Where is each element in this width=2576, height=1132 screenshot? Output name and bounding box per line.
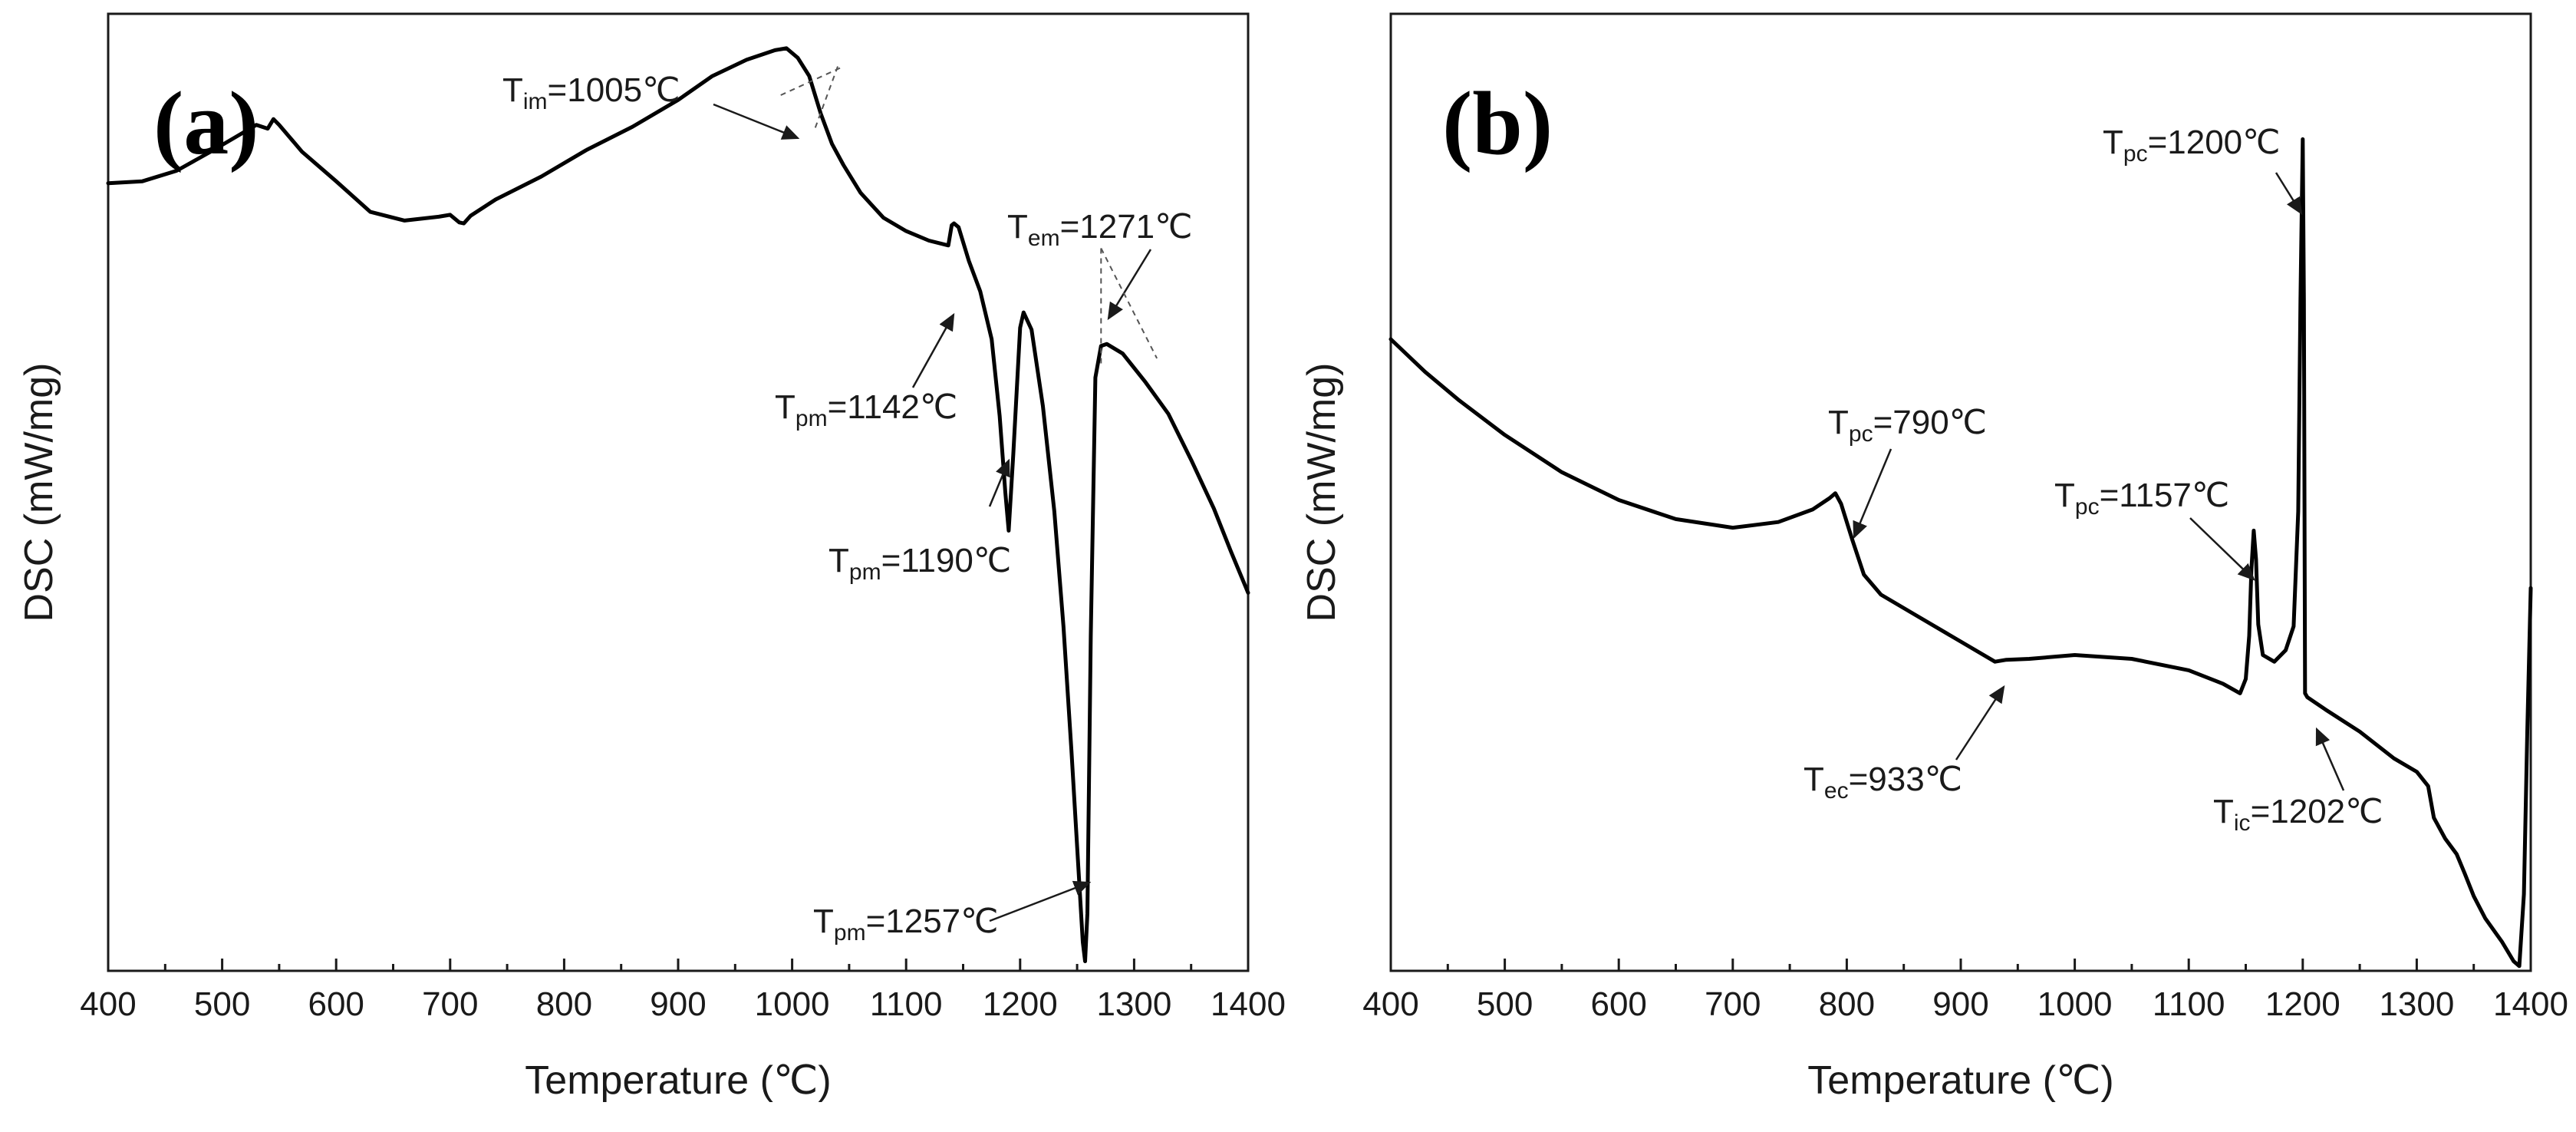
annotation-arrow — [988, 458, 1010, 507]
annotation-subscript: pm — [849, 559, 881, 585]
annotation-value: =1200℃ — [2148, 124, 2281, 161]
annotation-label: Tpm=1190℃ — [828, 542, 1011, 585]
x-tick-label: 600 — [1590, 985, 1646, 1023]
annotation-symbol: T — [1804, 761, 1824, 798]
annotation-symbol: T — [828, 542, 849, 579]
x-tick-label: 1300 — [2379, 985, 2454, 1023]
x-tick-label: 700 — [422, 985, 478, 1023]
annotation-subscript: pm — [796, 406, 828, 431]
annotation-value: =790℃ — [1873, 404, 1988, 441]
annotation-subscript: pc — [1849, 421, 1873, 447]
annotation-arrow — [989, 880, 1092, 922]
x-tick-label: 400 — [80, 985, 136, 1023]
annotation-subscript: im — [523, 89, 548, 114]
annotation-value: =1202℃ — [2251, 793, 2383, 830]
panel-a: 400 500 600 700 800 900 1000 1100 1200 1300 1400 Te… — [17, 12, 1286, 1103]
annotation-symbol: T — [502, 71, 523, 109]
tangent-dashed-line — [814, 66, 838, 129]
annotation-symbol: T — [1007, 208, 1028, 246]
x-tick-label: 1100 — [2153, 985, 2225, 1023]
annotation-value: =1142℃ — [828, 388, 958, 426]
x-tick-label: 500 — [194, 985, 250, 1023]
annotation-value: =1157℃ — [2100, 477, 2230, 514]
x-axis-title: Temperature (℃) — [1807, 1058, 2113, 1103]
annotation-symbol: T — [2213, 793, 2234, 830]
annotation-subscript: pc — [2075, 494, 2100, 520]
tangent-dashed-line — [1100, 248, 1158, 359]
x-tick-label: 700 — [1705, 985, 1761, 1023]
x-tick-label: 1300 — [1096, 985, 1171, 1023]
annotation-subscript: ec — [1824, 778, 1849, 804]
x-tick-label: 400 — [1362, 985, 1418, 1023]
panel-b: 400 500 600 700 800 900 1000 1100 1200 1300 1400 Te… — [1300, 12, 2568, 1103]
annotation-value: =1005℃ — [548, 71, 680, 109]
annotation-subscript: pm — [834, 920, 866, 946]
annotation-label: Tem=1271℃ — [1007, 208, 1193, 251]
annotation-arrow — [2189, 517, 2255, 581]
x-tick-label: 800 — [536, 985, 592, 1023]
annotation-value: =1257℃ — [866, 903, 999, 940]
annotation-arrow — [1853, 448, 1892, 540]
annotation-arrow — [911, 312, 955, 388]
annotation-label: Tpm=1142℃ — [775, 388, 957, 431]
annotation-value: =1190℃ — [881, 542, 1012, 579]
x-tick-label: 1000 — [2037, 985, 2113, 1023]
dsc-curve-line — [106, 46, 1250, 963]
y-axis-title: DSC (mW/mg) — [1300, 363, 1344, 622]
annotation-subscript: ic — [2234, 810, 2251, 836]
panel-label: (a) — [153, 73, 259, 173]
annotation-label: Tpc=790℃ — [1828, 404, 1987, 447]
annotation-label: Tpm=1257℃ — [813, 903, 999, 946]
annotation-label: Tpc=1157℃ — [2054, 477, 2229, 520]
x-tick-label: 1400 — [1211, 985, 1286, 1023]
annotation-subscript: em — [1028, 226, 1060, 251]
panel-label: (b) — [1442, 73, 1553, 173]
annotation-value: =933℃ — [1849, 761, 1963, 798]
dsc-curve-line — [1388, 137, 2533, 969]
annotation-arrow — [1107, 249, 1152, 321]
annotation-arrow — [713, 103, 800, 140]
tangent-dashed-line — [780, 65, 844, 96]
x-tick-label: 1100 — [870, 985, 943, 1023]
x-tick-label: 1200 — [2265, 985, 2340, 1023]
x-tick-label: 1000 — [755, 985, 830, 1023]
annotation-symbol: T — [813, 903, 834, 940]
annotation-label: Tec=933℃ — [1804, 761, 1962, 804]
x-tick-label: 1400 — [2493, 985, 2568, 1023]
annotation-symbol: T — [1828, 404, 1849, 441]
annotation-symbol: T — [775, 388, 796, 426]
annotation-arrow — [1955, 685, 2005, 761]
x-tick-label: 500 — [1477, 985, 1533, 1023]
annotation-label: Tim=1005℃ — [502, 71, 680, 114]
annotation-label: Tic=1202℃ — [2213, 793, 2383, 836]
x-tick-label: 800 — [1819, 985, 1875, 1023]
annotation-symbol: T — [2054, 477, 2075, 514]
x-tick-label: 900 — [650, 985, 706, 1023]
x-tick-label: 600 — [308, 985, 364, 1023]
x-tick-label: 900 — [1932, 985, 1988, 1023]
annotation-subscript: pc — [2123, 141, 2148, 167]
annotation-arrow — [2275, 172, 2303, 216]
y-axis-title: DSC (mW/mg) — [17, 363, 61, 622]
x-axis-title: Temperature (℃) — [525, 1058, 831, 1103]
annotation-arrow — [2315, 727, 2345, 791]
annotation-label: Tpc=1200℃ — [2103, 124, 2281, 167]
x-tick-label: 1200 — [983, 985, 1058, 1023]
annotation-value: =1271℃ — [1060, 208, 1193, 246]
annotation-symbol: T — [2103, 124, 2123, 161]
